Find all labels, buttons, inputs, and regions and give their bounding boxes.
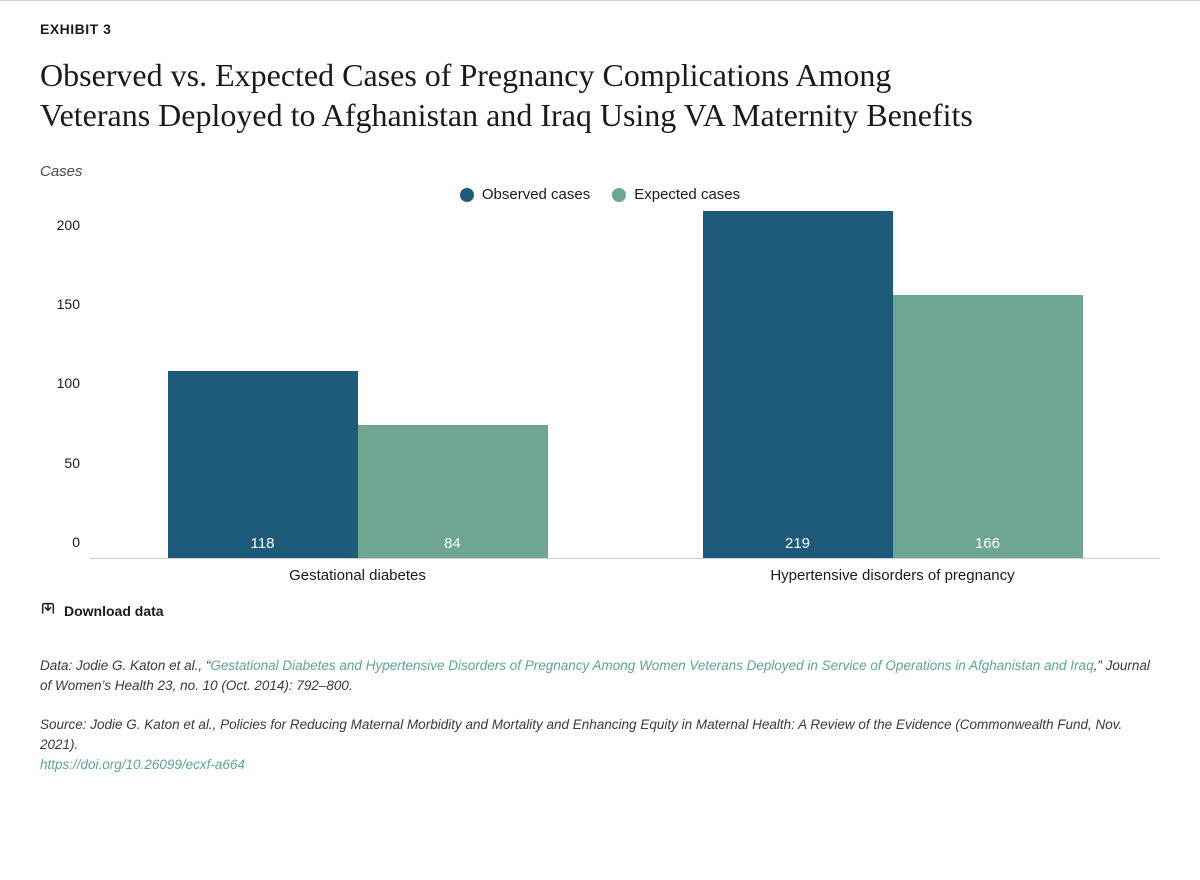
ytick-0: 0: [40, 534, 80, 550]
plot-area: 0 50 100 150 200 118 84 Gestational diab…: [90, 209, 1160, 559]
legend-item-expected: Expected cases: [612, 186, 740, 203]
group-gestational-diabetes: 118 84 Gestational diabetes: [90, 209, 625, 558]
bar-label-expected-0: 84: [358, 535, 548, 552]
footnote-data-prefix: Data: Jodie G. Katon et al., “: [40, 658, 210, 673]
download-data-button[interactable]: Download data: [40, 601, 1160, 620]
group-hypertensive: 219 166 Hypertensive disorders of pregna…: [625, 209, 1160, 558]
download-label: Download data: [64, 603, 164, 619]
footnote-data: Data: Jodie G. Katon et al., “Gestationa…: [40, 656, 1160, 697]
legend: Observed cases Expected cases: [40, 186, 1160, 203]
chart: 0 50 100 150 200 118 84 Gestational diab…: [40, 209, 1160, 589]
ytick-3: 150: [40, 296, 80, 312]
bar-label-expected-1: 166: [893, 535, 1083, 552]
bar-expected-0: 84: [358, 425, 548, 558]
chart-title: Observed vs. Expected Cases of Pregnancy…: [40, 55, 1000, 135]
bar-groups: 118 84 Gestational diabetes 219 166 Hype…: [90, 209, 1160, 558]
footnote-source-prefix: Source: Jodie G. Katon et al., Policies …: [40, 717, 1122, 752]
footnote-data-link[interactable]: Gestational Diabetes and Hypertensive Di…: [210, 658, 1093, 673]
ytick-1: 50: [40, 455, 80, 471]
xlabel-1: Hypertensive disorders of pregnancy: [625, 567, 1160, 584]
bar-label-observed-1: 219: [703, 535, 893, 552]
xlabel-0: Gestational diabetes: [90, 567, 625, 584]
legend-label-expected: Expected cases: [634, 186, 740, 203]
footnote-source-link[interactable]: https://doi.org/10.26099/ecxf-a664: [40, 757, 245, 772]
bar-expected-1: 166: [893, 295, 1083, 558]
footnote-source: Source: Jodie G. Katon et al., Policies …: [40, 715, 1160, 776]
bar-label-observed-0: 118: [168, 535, 358, 552]
ytick-2: 100: [40, 375, 80, 391]
exhibit-label: EXHIBIT 3: [40, 21, 1160, 37]
legend-item-observed: Observed cases: [460, 186, 590, 203]
bar-observed-1: 219: [703, 211, 893, 558]
bar-observed-0: 118: [168, 371, 358, 558]
legend-swatch-observed: [460, 188, 474, 202]
ytick-4: 200: [40, 217, 80, 233]
download-icon: [40, 601, 56, 620]
legend-label-observed: Observed cases: [482, 186, 590, 203]
y-axis-label: Cases: [40, 163, 1160, 180]
legend-swatch-expected: [612, 188, 626, 202]
